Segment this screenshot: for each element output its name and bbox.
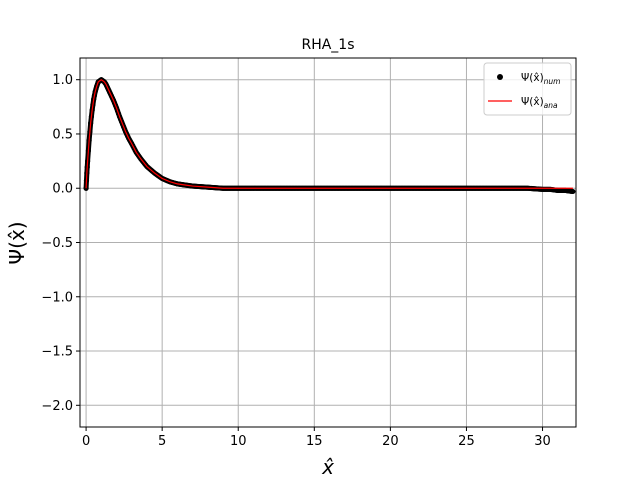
plot-area bbox=[83, 77, 576, 194]
legend-label-num-main: Ψ(x̂) bbox=[521, 72, 544, 84]
series-ana-line bbox=[85, 79, 573, 189]
x-tick-label: 0 bbox=[82, 434, 90, 449]
legend-label-num-sub: num bbox=[544, 77, 561, 86]
x-tick-label: 30 bbox=[534, 434, 551, 449]
legend-label-ana-main: Ψ(x̂) bbox=[521, 96, 544, 108]
y-tick-label: −1.0 bbox=[41, 290, 73, 305]
y-tick-label: 0.0 bbox=[52, 182, 73, 197]
gridlines bbox=[80, 58, 576, 427]
x-tick-label: 10 bbox=[230, 434, 247, 449]
chart-title: RHA_1s bbox=[301, 37, 354, 53]
x-tick-label: 25 bbox=[458, 434, 475, 449]
y-tick-label: −1.5 bbox=[41, 345, 73, 360]
plot-frame bbox=[79, 57, 577, 428]
y-tick-label: −0.5 bbox=[41, 236, 73, 251]
tick-labels: 0 5 10 15 20 25 30 −2.0 −1.5 −1.0 −0.5 0.0 0.5 1.0 bbox=[41, 73, 550, 449]
x-tick-label: 5 bbox=[158, 434, 166, 449]
series-layer bbox=[83, 77, 576, 194]
x-tick-label: 20 bbox=[382, 434, 399, 449]
series-num-point bbox=[569, 188, 575, 194]
legend-label-ana-sub: ana bbox=[544, 101, 558, 110]
y-axis-label: Ψ(x̂) bbox=[5, 221, 29, 264]
y-tick-label: 0.5 bbox=[52, 127, 73, 142]
x-axis-label: x̂ bbox=[321, 455, 334, 479]
y-tick-label: 1.0 bbox=[52, 73, 73, 88]
legend-label-num: Ψ(x̂)num bbox=[521, 72, 561, 86]
y-tick-label: −2.0 bbox=[41, 399, 73, 414]
axis-ticks bbox=[76, 79, 544, 431]
legend: Ψ(x̂)num Ψ(x̂)ana bbox=[483, 62, 572, 116]
legend-label-ana: Ψ(x̂)ana bbox=[521, 96, 558, 110]
legend-frame bbox=[483, 62, 572, 116]
x-tick-label: 15 bbox=[306, 434, 323, 449]
legend-marker-num bbox=[497, 74, 503, 80]
